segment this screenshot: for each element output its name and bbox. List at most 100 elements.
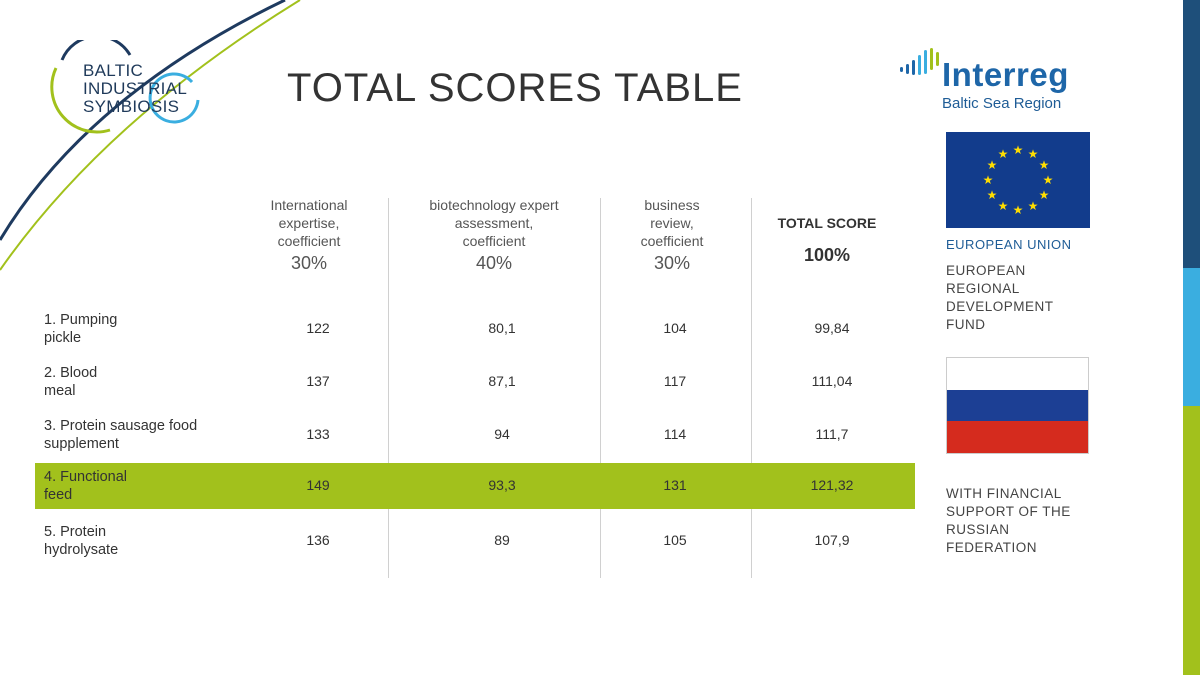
column-divider bbox=[600, 198, 601, 578]
row-name: 2. Blood meal bbox=[44, 364, 244, 400]
logo-circles-icon bbox=[50, 40, 200, 134]
score-biotechnology: 89 bbox=[494, 532, 510, 548]
header-line: biotechnology expert bbox=[429, 197, 559, 213]
header-percent: 30% bbox=[290, 253, 328, 273]
score-total: 99,84 bbox=[814, 320, 850, 336]
score-international: 122 bbox=[306, 320, 330, 336]
row-name-line: meal bbox=[44, 383, 76, 399]
table-row: 2. Blood meal 137 87,1 117 111,04 bbox=[35, 359, 915, 405]
brand-line-3: SYMBIOSIS bbox=[83, 97, 180, 116]
row-name-line: feed bbox=[44, 487, 73, 503]
support-line: RUSSIAN bbox=[946, 522, 1010, 537]
score-business: 117 bbox=[663, 373, 687, 389]
row-name: 1. Pumping pickle bbox=[44, 311, 244, 347]
score-biotechnology: 93,3 bbox=[488, 477, 516, 493]
ru-flag-blue-stripe bbox=[947, 389, 1088, 422]
side-bar-blue bbox=[1183, 268, 1200, 406]
support-line: WITH FINANCIAL bbox=[946, 486, 1062, 501]
eu-star-icon: ★ bbox=[1013, 143, 1024, 157]
fund-line: REGIONAL bbox=[946, 281, 1020, 296]
row-name-line: 2. Blood bbox=[44, 365, 98, 381]
eu-star-icon: ★ bbox=[983, 173, 994, 187]
brand-line-1: BALTIC bbox=[83, 61, 144, 80]
eu-star-icon: ★ bbox=[1013, 203, 1024, 217]
row-name-line: pickle bbox=[44, 330, 82, 346]
score-international: 136 bbox=[306, 532, 330, 548]
header-line: coefficient bbox=[277, 233, 341, 249]
brand-line-2: INDUSTRIAL bbox=[83, 79, 188, 98]
score-biotechnology: 94 bbox=[494, 426, 510, 442]
column-header-biotechnology: biotechnology expert assessment, coeffic… bbox=[404, 196, 584, 272]
header-percent: 40% bbox=[475, 253, 513, 273]
column-divider bbox=[751, 198, 752, 578]
interreg-logo: Interreg Baltic Sea Region bbox=[898, 46, 1098, 116]
row-name-line: 4. Functional bbox=[44, 469, 128, 485]
column-header-international: International expertise, coefficient 30% bbox=[249, 196, 369, 272]
column-divider bbox=[388, 198, 389, 578]
fund-line: FUND bbox=[946, 317, 986, 332]
eu-star-icon: ★ bbox=[1039, 188, 1050, 202]
table-row: 3. Protein sausage food supplement 133 9… bbox=[35, 412, 915, 458]
interreg-subtitle: Baltic Sea Region bbox=[942, 95, 1062, 112]
header-line: business bbox=[644, 197, 700, 213]
row-name-line: 1. Pumping bbox=[44, 312, 118, 328]
eu-star-icon: ★ bbox=[1043, 173, 1054, 187]
row-name-line: supplement bbox=[44, 436, 119, 452]
score-total: 111,04 bbox=[811, 373, 853, 389]
header-line: coefficient bbox=[462, 233, 526, 249]
russian-flag bbox=[946, 357, 1089, 454]
column-header-business: business review, coefficient 30% bbox=[617, 196, 727, 272]
header-percent: 100% bbox=[803, 245, 851, 265]
score-business: 104 bbox=[663, 320, 687, 336]
header-line: expertise, bbox=[278, 215, 340, 231]
score-international: 149 bbox=[306, 477, 330, 493]
page-title: TOTAL SCORES TABLE bbox=[287, 66, 743, 110]
eu-star-icon: ★ bbox=[1039, 158, 1050, 172]
header-percent: 30% bbox=[653, 253, 691, 273]
header-line: International bbox=[270, 197, 348, 213]
baltic-industrial-symbiosis-logo: BALTIC INDUSTRIAL SYMBIOSIS bbox=[40, 40, 220, 140]
ru-flag-red-stripe bbox=[947, 421, 1088, 453]
side-color-bar bbox=[1183, 0, 1200, 675]
eu-flag: ★ ★ ★ ★ ★ ★ ★ ★ ★ ★ ★ ★ bbox=[946, 132, 1090, 228]
score-total: 107,9 bbox=[814, 532, 850, 548]
row-name: 4. Functional feed bbox=[44, 468, 244, 504]
signal-bars-icon bbox=[900, 48, 939, 75]
score-international: 137 bbox=[306, 373, 330, 389]
column-header-total: TOTAL SCORE 100% bbox=[762, 214, 892, 264]
score-total: 121,32 bbox=[810, 477, 854, 493]
score-biotechnology: 87,1 bbox=[488, 373, 516, 389]
header-line: coefficient bbox=[640, 233, 704, 249]
score-total: 111,7 bbox=[815, 426, 849, 442]
eu-stars-icon: ★ ★★★★★★★★★★★ bbox=[983, 143, 1054, 217]
eu-star-icon: ★ bbox=[1028, 199, 1039, 213]
side-bar-green bbox=[1183, 406, 1200, 675]
row-name-line: 5. Protein bbox=[44, 524, 107, 540]
row-name: 3. Protein sausage food supplement bbox=[44, 417, 244, 453]
eu-star-icon: ★ bbox=[1028, 147, 1039, 161]
table-row: 5. Protein hydrolysate 136 89 105 107,9 bbox=[35, 518, 915, 564]
table-row-highlighted: 4. Functional feed 149 93,3 131 121,32 bbox=[35, 463, 915, 509]
fund-line: DEVELOPMENT bbox=[946, 299, 1054, 314]
score-biotechnology: 80,1 bbox=[488, 320, 516, 336]
eu-star-icon: ★ bbox=[987, 158, 998, 172]
header-line: assessment, bbox=[454, 215, 534, 231]
fund-line: EUROPEAN bbox=[946, 263, 1026, 278]
score-business: 131 bbox=[663, 477, 687, 493]
interreg-name: Interreg bbox=[942, 56, 1069, 93]
side-bar-navy bbox=[1183, 0, 1200, 268]
support-line: SUPPORT OF THE bbox=[946, 504, 1071, 519]
erdf-label: EUROPEAN REGIONAL DEVELOPMENT FUND bbox=[946, 262, 1054, 334]
eu-star-icon: ★ bbox=[998, 147, 1009, 161]
header-line: review, bbox=[650, 215, 694, 231]
score-international: 133 bbox=[306, 426, 330, 442]
financial-support-label: WITH FINANCIAL SUPPORT OF THE RUSSIAN FE… bbox=[946, 485, 1071, 557]
score-business: 105 bbox=[663, 532, 687, 548]
eu-star-icon: ★ bbox=[987, 188, 998, 202]
decorative-swoosh-lines bbox=[0, 0, 301, 271]
row-name: 5. Protein hydrolysate bbox=[44, 523, 244, 559]
ru-flag-white-stripe bbox=[947, 358, 1088, 390]
eu-star-icon: ★ bbox=[998, 199, 1009, 213]
header-line: TOTAL SCORE bbox=[777, 215, 877, 231]
eu-label: EUROPEAN UNION bbox=[946, 237, 1072, 252]
